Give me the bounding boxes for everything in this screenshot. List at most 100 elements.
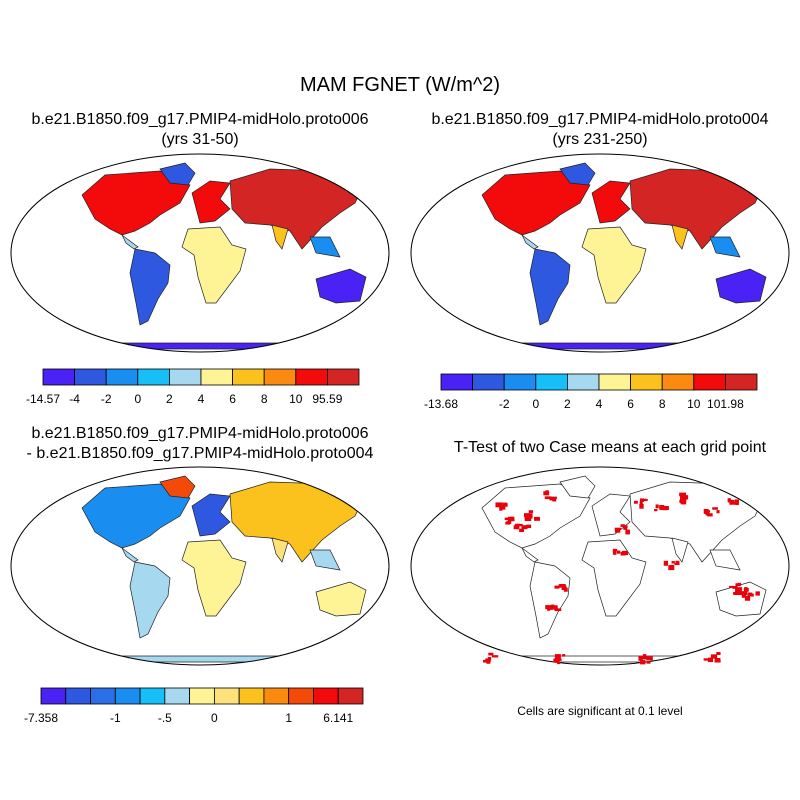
significant-cell [668,565,675,571]
colorbar-label-1: -4 [69,392,80,406]
significant-cell [642,654,647,658]
colorbar-box-7 [263,368,297,386]
significant-cell [735,502,739,506]
map-frame [410,466,790,666]
colorbar-box-7 [213,687,240,705]
significant-cell [669,564,675,568]
significant-cell [544,496,552,500]
panel-title-case1-line1: b.e21.B1850.f09_g17.PMIP4-midHolo.proto0… [31,111,369,128]
landmass-sa [529,561,571,639]
significant-cell [655,504,659,509]
landmass-af [581,226,647,304]
significant-cell [620,524,625,527]
significant-cell [545,605,552,610]
colorbar-label-5: 4 [596,397,603,411]
map-frame [10,153,390,353]
panel-title-difference: b.e21.B1850.f09_g17.PMIP4-midHolo.proto0… [0,424,400,464]
landmass-af [581,539,647,617]
significant-cells [483,490,760,665]
significant-cell [674,562,680,566]
colorbar-label-6: 6 [229,392,236,406]
landmass-au [715,268,767,304]
colorbar-box-4 [567,373,600,391]
significant-cell [519,528,524,533]
significant-cell [710,654,718,659]
map-case2 [410,153,790,353]
significant-cell [755,591,760,596]
significant-cell [729,502,736,505]
landmass-au [715,581,767,617]
colorbar-label-9: 95.59 [312,392,342,406]
colorbar-label-3: 0 [532,397,539,411]
significant-cell [533,516,540,521]
significant-cell [741,591,748,596]
significant-cell [716,510,720,514]
landmass-na [81,170,191,236]
colorbar-label-0: -13.68 [424,397,458,411]
map-ttest [410,466,790,666]
landmass-af [181,539,247,617]
colorbar-label-4: 2 [564,397,571,411]
landmass-greenland [159,475,196,499]
figure-title: MAM FGNET (W/m^2) [299,74,501,96]
significant-cell [712,507,718,510]
significant-cell [660,505,664,511]
landmass-au [315,581,367,617]
significant-cell [545,490,549,493]
colorbar-box-8 [238,687,265,705]
colorbar-difference: -7.358 -1 -.5 0 1 6.141 [24,687,364,736]
significant-cell [641,498,647,502]
panel-title-case2-line1: b.e21.B1850.f09_g17.PMIP4-midHolo.proto0… [431,111,769,128]
colorbar-box-6 [232,368,265,386]
landmass-greenland [559,475,596,499]
colorbar-label-2: -2 [101,392,112,406]
colorbar-label-5: -.5 [158,711,172,725]
significant-cell [633,500,638,504]
colorbar-label-4: 2 [166,392,173,406]
map-difference [10,466,390,666]
significant-cell [553,658,560,663]
colorbar-box-6 [189,687,215,705]
significant-cell [671,561,675,564]
colorbar-box-2 [90,687,116,705]
landmass-greenland [159,162,196,186]
landmass-greenland [559,162,596,186]
landmass-ca [521,547,539,563]
significant-cell [741,592,747,598]
colorbar-box-0 [42,368,76,386]
panel-title-case2-line2: (yrs 231-250) [552,131,648,148]
map-case1 [10,153,390,353]
significant-cell [675,560,680,564]
significant-cell [552,496,557,502]
landmass-india [671,537,689,563]
landmass-af [181,226,247,304]
significant-cell [612,550,617,555]
landmass-sa [129,248,171,326]
map-frame [10,466,390,666]
colorbar-box-1 [472,373,505,391]
landmass-india [271,224,289,250]
significant-cell [506,521,512,524]
colorbar-box-10 [288,687,314,705]
landmass-seasia [309,549,341,571]
colorbar-label-3: 0 [134,392,141,406]
colorbar-box-9 [263,687,290,705]
colorbar-label-8: 10 [687,397,701,411]
significant-cell [679,492,687,497]
significant-cell [729,585,734,588]
colorbar-label-0: -7.358 [24,711,58,725]
colorbar-box-4 [139,687,166,705]
colorbar-box-3 [535,373,568,391]
colorbar-label-3: -1 [110,711,121,725]
colorbar-box-0 [440,373,474,391]
colorbar-box-2 [105,368,139,386]
significant-cell [487,657,492,661]
significant-cell [557,661,561,665]
significant-cell [554,585,561,588]
significant-cell [501,505,506,510]
significant-cell [728,499,734,502]
colorbar-label-10: 1 [285,711,292,725]
significant-cell [550,496,557,500]
significant-cell [680,499,687,505]
significant-cell [733,591,737,595]
